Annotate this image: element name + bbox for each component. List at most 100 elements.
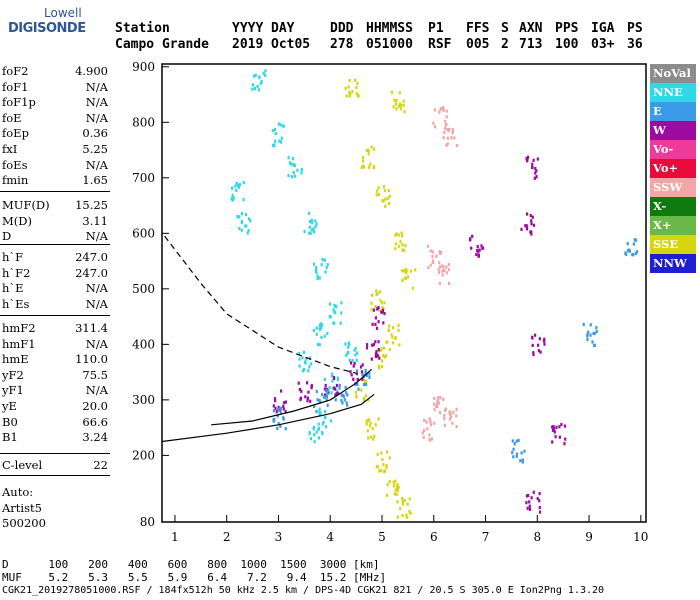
param-label: hmE <box>2 352 29 367</box>
echo-point <box>292 170 295 175</box>
echo-point <box>438 270 441 275</box>
echo-point <box>329 315 332 319</box>
echo-point <box>235 182 239 186</box>
echo-point <box>342 393 345 397</box>
echo-point <box>384 204 387 208</box>
echo-point <box>353 361 356 366</box>
echo-point <box>344 86 347 90</box>
echo-point <box>299 396 303 400</box>
echo-point <box>356 351 359 355</box>
echo-point <box>354 390 358 394</box>
echo-point <box>355 382 358 386</box>
echo-point <box>313 433 316 437</box>
legend-item-nnw: NNW <box>650 254 696 273</box>
echo-point <box>386 340 389 344</box>
echo-point <box>375 326 379 330</box>
echo-point <box>438 250 441 254</box>
echo-point <box>428 417 431 421</box>
echo-point <box>370 145 373 149</box>
param-value: 20.0 <box>82 399 108 413</box>
echo-point <box>448 417 451 421</box>
echo-point <box>318 327 322 332</box>
echo-point <box>307 369 310 373</box>
x-tick-label: 7 <box>482 530 490 544</box>
echo-point <box>401 278 404 283</box>
echo-point <box>534 333 537 337</box>
echo-point <box>401 497 404 501</box>
echo-point <box>380 301 383 305</box>
echo-point <box>392 326 395 330</box>
echo-point <box>445 123 448 127</box>
echo-point <box>426 427 429 431</box>
echo-point <box>536 157 539 161</box>
echo-point <box>431 259 435 263</box>
echo-point <box>391 335 394 339</box>
echo-point <box>347 85 350 89</box>
echo-point <box>272 409 275 413</box>
echo-point <box>372 308 376 312</box>
echo-point <box>298 387 301 392</box>
echo-point <box>382 199 385 203</box>
y-tick-label: 800 <box>132 115 155 129</box>
echo-point <box>539 350 542 354</box>
echo-point <box>423 418 426 422</box>
echo-point <box>438 281 441 285</box>
echo-point <box>306 381 309 385</box>
echo-point <box>381 306 384 310</box>
echo-point <box>534 171 537 175</box>
hdr-day-label: DAY <box>271 21 295 36</box>
echo-point <box>345 401 348 405</box>
echo-point <box>436 399 439 403</box>
y-tick-label: 400 <box>132 337 155 351</box>
echo-point <box>528 500 531 504</box>
echo-point <box>279 424 282 428</box>
param-label: hmF1 <box>2 336 36 351</box>
echo-point <box>532 223 535 227</box>
echo-point <box>367 165 371 169</box>
echo-point <box>381 354 385 358</box>
echo-point <box>595 326 598 330</box>
y-tick-label: 600 <box>132 226 155 240</box>
echo-point <box>315 270 318 274</box>
hdr-ffs-value: 005 <box>466 37 490 52</box>
echo-point <box>349 370 352 374</box>
echo-point <box>447 128 450 133</box>
echo-point <box>444 119 447 124</box>
echo-point <box>242 181 245 185</box>
echo-point <box>282 416 285 420</box>
param-label: h`F <box>2 250 24 264</box>
profile-curve <box>161 393 375 443</box>
echo-point <box>438 110 441 114</box>
param-divider <box>0 453 110 454</box>
echo-point <box>355 369 359 373</box>
hdr-ps-label: PS <box>627 21 643 36</box>
hdr-axn-label: AXN <box>519 21 543 36</box>
x-tick-label: 4 <box>326 530 334 544</box>
echo-point <box>560 422 563 427</box>
echo-point <box>309 399 312 403</box>
echo-point <box>531 215 534 219</box>
echo-point <box>445 115 448 119</box>
y-tick-label: 700 <box>132 171 155 185</box>
echo-point <box>388 348 391 352</box>
param-value: 66.6 <box>82 414 108 429</box>
echo-point <box>315 389 318 394</box>
echo-point <box>274 127 277 131</box>
echo-point <box>439 411 442 415</box>
echo-point <box>374 354 377 359</box>
echo-point <box>451 130 454 135</box>
echo-point <box>394 337 397 341</box>
echo-point <box>368 424 372 428</box>
param-divider <box>0 475 110 476</box>
echo-point <box>398 91 401 95</box>
echo-point <box>429 423 433 427</box>
echo-point <box>349 361 353 365</box>
echo-point <box>375 193 378 197</box>
param-label: D <box>2 229 12 244</box>
echo-point <box>323 410 327 414</box>
echo-point <box>377 348 380 352</box>
echo-point <box>589 323 592 327</box>
echo-point <box>427 244 430 248</box>
echo-point <box>375 289 378 293</box>
echo-point <box>367 398 370 402</box>
